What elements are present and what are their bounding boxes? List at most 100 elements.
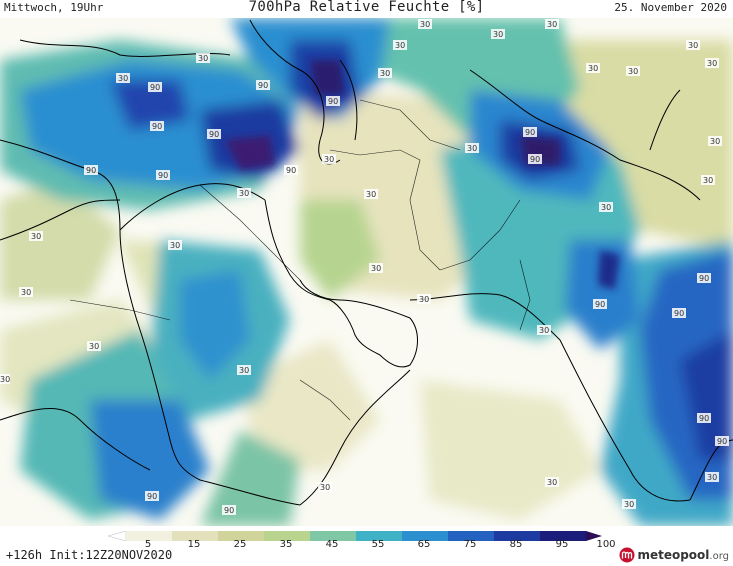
colorbar-segment: [494, 531, 540, 541]
colorbar-segment: [172, 531, 218, 541]
contour-label: 90: [222, 505, 236, 515]
svg-text:30: 30: [380, 69, 390, 78]
svg-text:30: 30: [118, 74, 128, 83]
colorbar-segment: [218, 531, 264, 541]
svg-text:30: 30: [21, 288, 31, 297]
svg-text:30: 30: [547, 478, 557, 487]
svg-text:90: 90: [595, 300, 605, 309]
borders: [69, 99, 531, 421]
contour-label: 30: [0, 374, 10, 384]
svg-text:30: 30: [628, 67, 638, 76]
colorbar-tick: 65: [417, 539, 431, 550]
colorbar-tick: 25: [233, 539, 247, 550]
colorbar-segment: [448, 531, 494, 541]
contour-label: 30: [19, 287, 33, 297]
colorbar-tick: 15: [187, 539, 201, 550]
contour-label: 90: [528, 154, 542, 164]
svg-text:30: 30: [239, 189, 249, 198]
contour-label: 30: [599, 202, 613, 212]
svg-text:90: 90: [209, 130, 219, 139]
svg-text:30: 30: [320, 483, 330, 492]
svg-text:30: 30: [419, 295, 429, 304]
contour-label: 90: [145, 491, 159, 501]
contour-label: 30: [393, 40, 407, 50]
svg-text:90: 90: [717, 437, 727, 446]
contour-label: 30: [364, 189, 378, 199]
meteopool-logo-icon: [619, 547, 635, 563]
contour-label: 90: [284, 165, 298, 175]
svg-text:30: 30: [420, 20, 430, 29]
contour-label: 90: [148, 82, 162, 92]
svg-text:90: 90: [150, 83, 160, 92]
svg-text:90: 90: [699, 414, 709, 423]
svg-text:30: 30: [324, 155, 334, 164]
contour-label: 30: [686, 40, 700, 50]
model-run-info: +126h Init:12Z20NOV2020: [6, 548, 173, 562]
contour-label: 30: [168, 240, 182, 250]
colorbar-segment: [126, 531, 172, 541]
contour-label: 30: [491, 29, 505, 39]
svg-text:90: 90: [258, 81, 268, 90]
humidity-field: 90 90 90 90 90 90 90 90 90 90 90 90 90 9…: [0, 18, 733, 526]
forecast-date: 25. November 2020: [614, 1, 727, 14]
colorbar-tick: 45: [325, 539, 339, 550]
svg-text:30: 30: [703, 176, 713, 185]
svg-text:30: 30: [395, 41, 405, 50]
svg-text:30: 30: [170, 241, 180, 250]
contour-label: 30: [29, 231, 43, 241]
contour-label: 30: [369, 263, 383, 273]
contour-label: 30: [545, 477, 559, 487]
contour-label: 30: [237, 365, 251, 375]
contour-label: 30: [622, 499, 636, 509]
contour-label: 30: [545, 19, 559, 29]
contour-label: 90: [150, 121, 164, 131]
colorbar-tick: 95: [555, 539, 569, 550]
humidity-map: 90 90 90 90 90 90 90 90 90 90 90 90 90 9…: [0, 18, 733, 526]
contour-label: 30: [378, 68, 392, 78]
svg-text:90: 90: [224, 506, 234, 515]
svg-text:30: 30: [710, 137, 720, 146]
contour-labels: 90 90 90 90 90 90 90 90 90 90 90 90 90 9…: [0, 19, 729, 515]
svg-text:30: 30: [371, 264, 381, 273]
colorbar-labels: 5 15 25 35 45 55 65 75 85 95 100: [0, 539, 733, 553]
contour-label: 30: [417, 294, 431, 304]
colorbar-tick: 55: [371, 539, 385, 550]
contour-label: 30: [237, 188, 251, 198]
contour-label: 90: [593, 299, 607, 309]
colorbar-tick: 85: [509, 539, 523, 550]
svg-text:90: 90: [286, 166, 296, 175]
svg-text:30: 30: [624, 500, 634, 509]
contour-label: 90: [207, 129, 221, 139]
contour-label: 90: [256, 80, 270, 90]
svg-text:30: 30: [601, 203, 611, 212]
contour-label: 30: [116, 73, 130, 83]
contour-label: 90: [697, 413, 711, 423]
svg-text:90: 90: [525, 128, 535, 137]
contour-label: 30: [626, 66, 640, 76]
contour-label: 90: [715, 436, 729, 446]
contour-label: 30: [418, 19, 432, 29]
svg-text:30: 30: [547, 20, 557, 29]
footer: 5 15 25 35 45 55 65 75 85 95 100 +126h I…: [0, 526, 733, 566]
svg-text:90: 90: [152, 122, 162, 131]
svg-text:30: 30: [0, 375, 10, 384]
svg-text:90: 90: [674, 309, 684, 318]
svg-text:90: 90: [699, 274, 709, 283]
contour-label: 90: [523, 127, 537, 137]
svg-text:30: 30: [688, 41, 698, 50]
colorbar-segment: [356, 531, 402, 541]
contour-label: 30: [465, 143, 479, 153]
contour-label: 90: [672, 308, 686, 318]
colorbar: [108, 531, 602, 541]
svg-text:30: 30: [31, 232, 41, 241]
colorbar-tick: 100: [596, 539, 616, 550]
svg-text:90: 90: [158, 171, 168, 180]
colorbar-segment: [264, 531, 310, 541]
svg-text:30: 30: [539, 326, 549, 335]
contour-label: 30: [701, 175, 715, 185]
contour-label: 30: [87, 341, 101, 351]
meteopool-logo[interactable]: meteopool.org: [619, 547, 729, 563]
contour-label: 90: [156, 170, 170, 180]
contour-label: 30: [705, 58, 719, 68]
contour-label: 30: [708, 136, 722, 146]
